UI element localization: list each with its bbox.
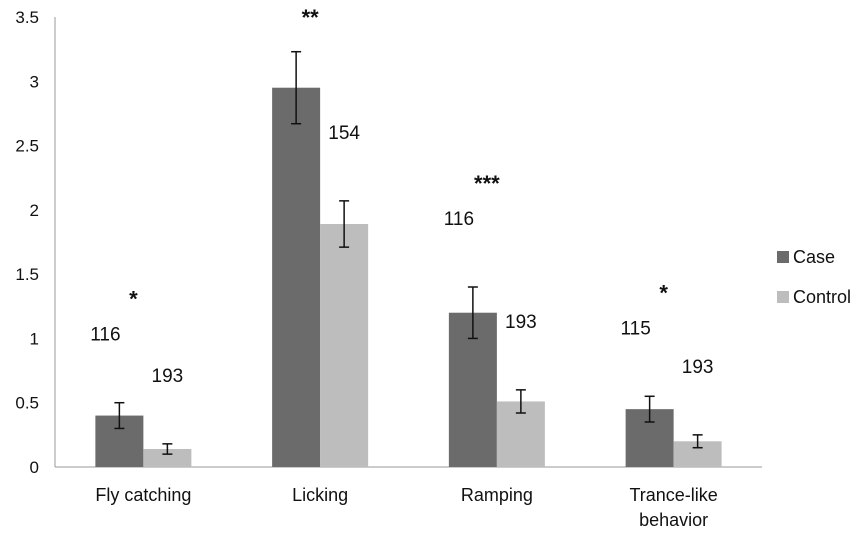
legend-label: Control (793, 287, 851, 307)
significance-marker: * (129, 287, 138, 312)
category-label-line: behavior (639, 510, 708, 530)
bar-count-labels: 11619365154116193115193 (90, 123, 714, 387)
significance-marker: ** (302, 5, 320, 30)
y-tick-label: 2 (30, 201, 39, 220)
y-tick-label: 3.5 (15, 8, 39, 27)
chart-legend: Case Control (777, 247, 851, 307)
bar-count-label: 154 (328, 123, 360, 144)
y-tick-label: 0.5 (15, 394, 39, 413)
category-label: Trance-like behavior (629, 485, 717, 530)
y-tick-label: 0 (30, 458, 39, 477)
bar-case (272, 87, 321, 467)
category-label: Ramping (461, 485, 533, 505)
chart-axes (54, 17, 762, 468)
legend-label: Case (793, 247, 835, 267)
category-label: Licking (292, 485, 348, 505)
significance-marker: * (659, 280, 668, 305)
bar-count-label: 116 (90, 325, 120, 346)
y-tick-label: 1.5 (15, 265, 39, 284)
legend-swatch (777, 291, 789, 303)
significance-marker: *** (474, 171, 500, 196)
y-tick-label: 2.5 (15, 137, 39, 156)
significance-markers: ******* (129, 5, 668, 312)
category-label-line: Fly catching (95, 485, 191, 505)
bar-count-label: 193 (682, 357, 714, 378)
legend-swatch (777, 251, 789, 263)
x-axis-categories: Fly catching Licking Ramping Trance-like beh… (95, 485, 717, 530)
y-tick-label: 1 (30, 329, 39, 348)
y-axis-ticks: 0 0.5 1 1.5 2 2.5 3 3.5 (15, 8, 39, 477)
bar-count-label: 116 (444, 209, 474, 230)
error-bars (114, 50, 703, 455)
bar-count-label: 193 (152, 366, 184, 387)
category-label-line: Ramping (461, 485, 533, 505)
bar-count-label: 115 (620, 318, 650, 339)
bar-control (320, 224, 369, 467)
category-label-line: Licking (292, 485, 348, 505)
category-label: Fly catching (95, 485, 191, 505)
y-tick-label: 3 (30, 72, 39, 91)
chart-bars (95, 87, 722, 467)
bar-control (143, 449, 192, 467)
category-label-line: Trance-like (629, 485, 717, 505)
bar-count-label: 193 (505, 312, 537, 333)
